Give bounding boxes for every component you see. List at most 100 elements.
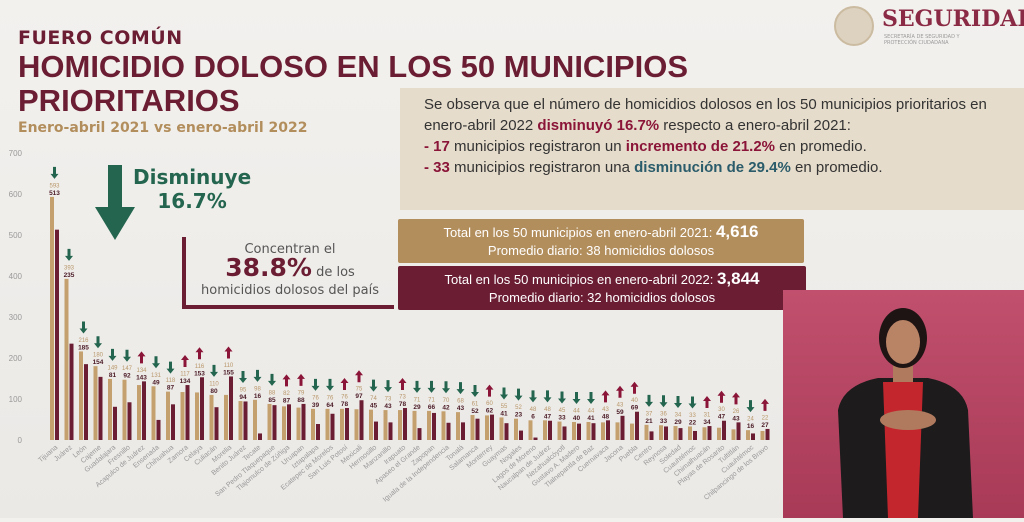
value-label-2022: 94: [239, 394, 247, 401]
up-arrow-icon: [703, 396, 711, 409]
y-tick-label: 600: [9, 190, 23, 199]
bar-2021: [456, 412, 460, 440]
bar-2021: [64, 278, 69, 440]
note-p1c: respecto a enero-abril 2021:: [659, 117, 851, 134]
value-label-2021: 24: [747, 417, 754, 423]
seal-icon: [834, 6, 874, 46]
value-label-2021: 118: [166, 378, 176, 384]
interpreter-figure: [838, 308, 973, 518]
bar-2021: [441, 411, 446, 440]
y-tick-label: 100: [9, 395, 23, 404]
bar-2021: [659, 425, 663, 440]
up-arrow-icon: [181, 355, 189, 368]
down-arrow-icon: [442, 381, 450, 394]
value-label-2022: 78: [399, 401, 407, 408]
note-p1: Se observa que el número de homicidios d…: [424, 96, 987, 134]
value-label-2021: 71: [428, 397, 435, 403]
value-label-2021: 52: [515, 405, 522, 411]
value-label-2021: 34: [675, 413, 682, 419]
bar-2021: [253, 399, 257, 440]
bar-2022: [577, 423, 581, 440]
down-arrow-icon: [514, 388, 523, 401]
value-label-2022: 80: [210, 388, 218, 395]
down-arrow-icon: [413, 380, 421, 393]
value-label-2021: 31: [704, 413, 711, 419]
y-tick-label: 400: [9, 272, 23, 281]
bar-2022: [185, 385, 190, 440]
y-tick-label: 700: [9, 149, 23, 158]
bar-2021: [746, 430, 750, 440]
value-label-2021: 82: [283, 391, 290, 397]
value-label-2022: 47: [544, 413, 552, 420]
value-label-2022: 33: [558, 415, 566, 422]
bar-2022: [533, 437, 538, 440]
value-label-2021: 75: [356, 387, 363, 393]
bar-2022: [606, 420, 610, 440]
down-arrow-icon: [659, 395, 668, 408]
bar-2022: [113, 406, 117, 440]
up-arrow-icon: [761, 398, 769, 411]
bar-2022: [171, 404, 175, 440]
bar-2021: [760, 430, 765, 440]
value-label-2022: 16: [747, 423, 755, 430]
bar-2021: [485, 415, 489, 440]
value-label-2022: 16: [254, 393, 262, 400]
down-arrow-icon: [166, 361, 175, 374]
bar-2021: [383, 410, 388, 440]
bar-2022: [84, 364, 88, 440]
value-label-2021: 71: [414, 397, 421, 403]
subtitle: Enero-abril 2021 vs enero-abril 2022: [18, 120, 308, 136]
summary-note: Se observa que el número de homicidios d…: [400, 88, 1024, 210]
bar-2021: [514, 418, 518, 440]
up-arrow-icon: [732, 392, 740, 405]
down-arrow-icon: [326, 378, 334, 391]
bar-2022: [649, 431, 654, 440]
bar-2022: [591, 423, 596, 440]
down-arrow-icon: [253, 369, 262, 382]
down-arrow-icon: [268, 373, 276, 386]
down-arrow-icon: [123, 349, 131, 362]
down-arrow-icon: [311, 378, 320, 391]
bar-2021: [296, 407, 301, 440]
down-arrow-icon: [674, 396, 682, 409]
bar-2022: [736, 422, 741, 440]
bar-2022: [69, 343, 74, 440]
bar-2021: [615, 422, 620, 440]
total-2021-value: 4,616: [715, 222, 759, 241]
conc-pre: Concentran el: [244, 242, 336, 257]
down-arrow-icon: [65, 248, 73, 261]
value-label-2022: 69: [631, 405, 639, 412]
bar-2021: [354, 409, 359, 440]
bar-2022: [461, 422, 465, 440]
value-label-2021: 76: [327, 395, 334, 401]
bar-2021: [224, 394, 228, 440]
value-label-2021: 110: [224, 363, 234, 369]
value-label-2021: 33: [689, 413, 696, 419]
bar-2021: [166, 391, 170, 440]
value-label-2022: 41: [500, 410, 508, 417]
bar-2021: [79, 351, 83, 440]
bar-2021: [586, 421, 591, 440]
value-label-2021: 393: [64, 265, 75, 271]
value-label-2021: 44: [573, 408, 580, 414]
up-arrow-icon: [630, 381, 639, 394]
bar-2022: [388, 422, 393, 440]
bar-chart: 0100200300400500600700513593Tijuana23539…: [9, 149, 770, 504]
value-label-2022: 134: [180, 378, 191, 385]
value-label-2022: 47: [718, 414, 726, 421]
bar-2022: [519, 430, 523, 440]
up-arrow-icon: [398, 378, 407, 391]
value-label-2021: 60: [486, 401, 493, 407]
bar-2021: [325, 408, 330, 440]
value-label-2022: 153: [194, 370, 205, 377]
bar-2022: [490, 414, 494, 440]
value-label-2021: 149: [107, 365, 118, 371]
bar-2021: [151, 386, 156, 440]
bar-2021: [108, 378, 112, 440]
y-tick-label: 300: [9, 313, 23, 322]
up-arrow-icon: [195, 347, 204, 360]
value-label-2021: 74: [370, 396, 377, 402]
value-label-2021: 216: [78, 338, 89, 344]
value-label-2021: 73: [399, 395, 406, 401]
value-label-2022: 87: [283, 397, 291, 404]
